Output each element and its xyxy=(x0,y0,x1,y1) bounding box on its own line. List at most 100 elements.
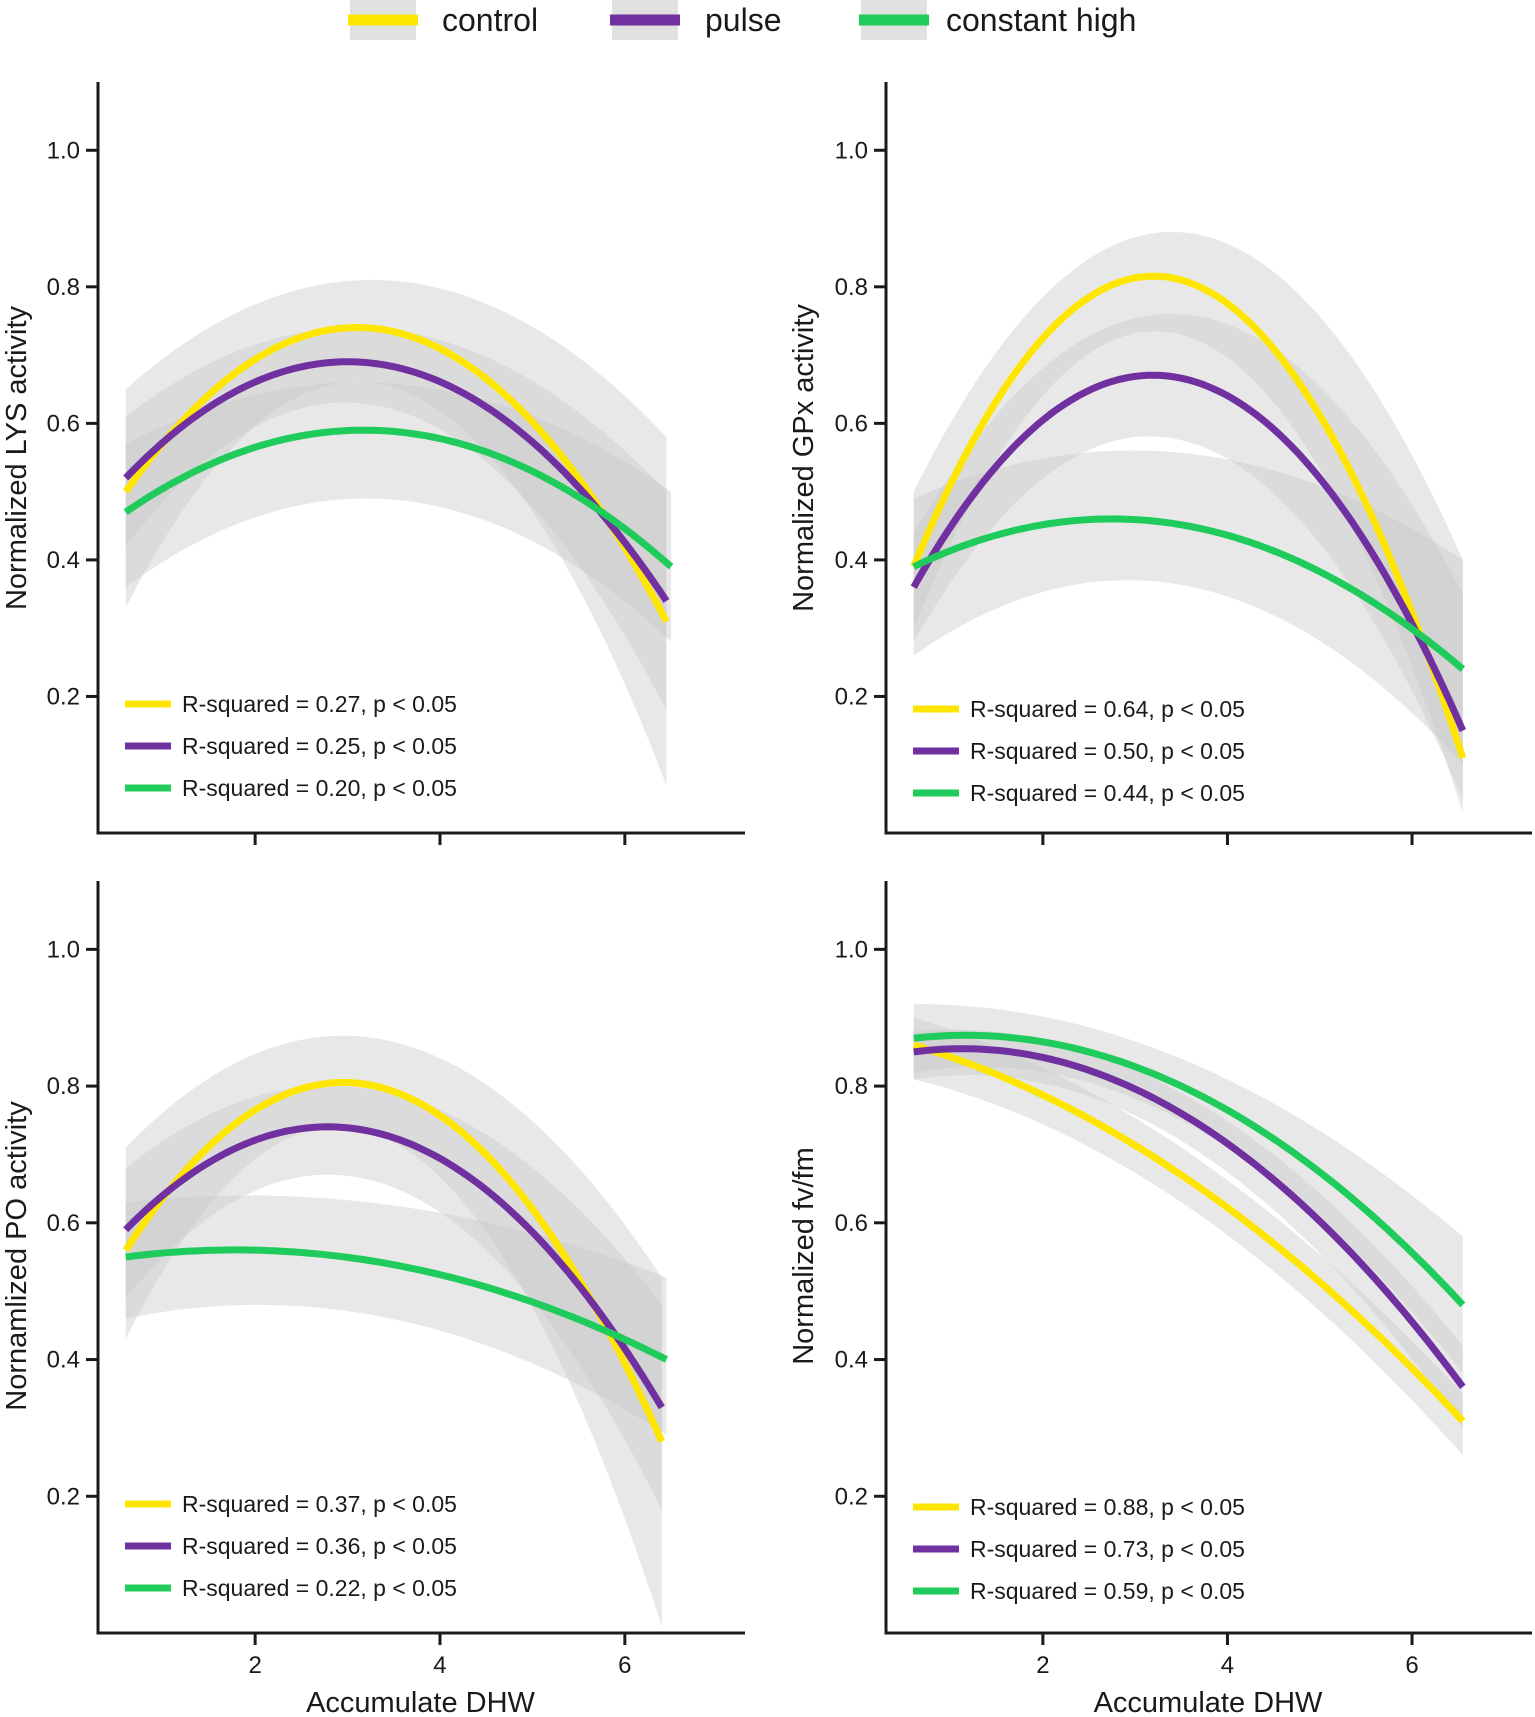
stat-text: R-squared = 0.27, p < 0.05 xyxy=(182,691,457,717)
legend-label: control xyxy=(442,2,538,38)
stat-text: R-squared = 0.36, p < 0.05 xyxy=(182,1533,457,1559)
y-tick-label: 0.2 xyxy=(47,683,80,710)
y-tick-label: 0.6 xyxy=(47,410,80,437)
fit-lines xyxy=(122,323,674,624)
stat-entry-control: R-squared = 0.64, p < 0.05 xyxy=(913,696,1245,722)
band-constant_high xyxy=(913,1004,1463,1374)
y-tick-label: 0.4 xyxy=(835,1347,868,1374)
band-control xyxy=(913,231,1463,813)
y-axis-title: Normalized GPx activity xyxy=(788,304,820,612)
legend-entry-constant_high: constant high xyxy=(859,0,1136,40)
axes: 0.2 0.4 0.6 0.8 1.0 2 4 6 Nornamlized PO activit… xyxy=(1,881,745,1717)
confidence-bands xyxy=(125,1035,667,1627)
y-tick-label: 1.0 xyxy=(835,936,868,963)
stat-text: R-squared = 0.20, p < 0.05 xyxy=(182,775,457,801)
top-legend: control pulse constant high xyxy=(348,0,1136,40)
y-tick-label: 0.8 xyxy=(835,274,868,301)
series-line-control xyxy=(912,1041,1466,1424)
y-axis-title: Nornamlized PO activity xyxy=(1,1101,33,1411)
x-tick-label: 6 xyxy=(1405,1652,1418,1679)
stat-text: R-squared = 0.73, p < 0.05 xyxy=(970,1536,1245,1562)
stat-text: R-squared = 0.37, p < 0.05 xyxy=(182,1491,457,1517)
stat-entry-constant_high: R-squared = 0.20, p < 0.05 xyxy=(125,775,457,801)
y-tick-label: 1.0 xyxy=(835,137,868,164)
stat-text: R-squared = 0.22, p < 0.05 xyxy=(182,1575,457,1601)
series-line-control xyxy=(122,1079,665,1444)
stats-legend: R-squared = 0.88, p < 0.05 R-squared = 0.… xyxy=(913,1494,1245,1604)
series-line-constant_high xyxy=(123,426,674,570)
stat-text: R-squared = 0.25, p < 0.05 xyxy=(182,733,457,759)
y-tick-label: 0.4 xyxy=(47,547,80,574)
stat-entry-pulse: R-squared = 0.25, p < 0.05 xyxy=(125,733,457,759)
panel-fvfm: 0.2 0.4 0.6 0.8 1.0 2 4 6 Normalized fv/fm Accumu… xyxy=(788,881,1532,1717)
x-tick-label: 4 xyxy=(433,1652,446,1679)
fit-lines xyxy=(122,1079,668,1444)
axes: 0.2 0.4 0.6 0.8 1.0 2 4 6 Normalized fv/fm Accumu… xyxy=(788,881,1532,1717)
series-line-pulse xyxy=(913,1045,1466,1389)
legend-label: pulse xyxy=(705,2,782,38)
confidence-bands xyxy=(913,1004,1463,1456)
x-axis-title: Accumulate DHW xyxy=(306,1687,535,1717)
axes: 0.2 0.4 0.6 0.8 1.0 Normalized LYS activity xyxy=(1,82,745,845)
stat-entry-control: R-squared = 0.27, p < 0.05 xyxy=(125,691,457,717)
stat-entry-pulse: R-squared = 0.73, p < 0.05 xyxy=(913,1536,1245,1562)
stat-entry-constant_high: R-squared = 0.44, p < 0.05 xyxy=(913,780,1245,806)
y-tick-label: 0.2 xyxy=(835,683,868,710)
y-tick-label: 0.4 xyxy=(835,547,868,574)
y-tick-label: 0.6 xyxy=(835,410,868,437)
series-line-constant_high xyxy=(912,515,1466,672)
stat-entry-pulse: R-squared = 0.50, p < 0.05 xyxy=(913,738,1245,764)
stat-entry-constant_high: R-squared = 0.22, p < 0.05 xyxy=(125,1575,457,1601)
series-line-control xyxy=(122,323,670,624)
y-tick-label: 0.8 xyxy=(47,274,80,301)
band-control xyxy=(913,1017,1463,1456)
stat-text: R-squared = 0.50, p < 0.05 xyxy=(970,738,1245,764)
y-tick-label: 1.0 xyxy=(47,137,80,164)
panel-po: 0.2 0.4 0.6 0.8 1.0 2 4 6 Nornamlized PO activit… xyxy=(1,881,745,1717)
stats-legend: R-squared = 0.27, p < 0.05 R-squared = 0.… xyxy=(125,691,457,801)
y-tick-label: 0.2 xyxy=(47,1483,80,1510)
series-line-constant_high xyxy=(125,1246,668,1363)
y-tick-label: 1.0 xyxy=(47,936,80,963)
band-control xyxy=(125,279,667,786)
series-line-constant_high xyxy=(913,1031,1466,1308)
fit-lines xyxy=(910,272,1467,759)
stat-text: R-squared = 0.64, p < 0.05 xyxy=(970,696,1245,722)
stats-legend: R-squared = 0.37, p < 0.05 R-squared = 0.… xyxy=(125,1491,457,1601)
y-tick-label: 0.2 xyxy=(835,1483,868,1510)
y-tick-label: 0.6 xyxy=(835,1210,868,1237)
band-control xyxy=(125,1035,662,1627)
band-pulse xyxy=(125,1085,662,1510)
series-line-pulse xyxy=(123,1123,665,1410)
y-tick-label: 0.6 xyxy=(47,1210,80,1237)
x-tick-label: 6 xyxy=(618,1652,631,1679)
x-tick-label: 2 xyxy=(1036,1652,1049,1679)
stat-text: R-squared = 0.88, p < 0.05 xyxy=(970,1494,1245,1520)
stat-text: R-squared = 0.59, p < 0.05 xyxy=(970,1578,1245,1604)
legend-entry-control: control xyxy=(348,0,538,40)
y-tick-label: 0.4 xyxy=(47,1347,80,1374)
series-line-pulse xyxy=(123,358,670,603)
x-axis-title: Accumulate DHW xyxy=(1094,1687,1323,1717)
stats-legend: R-squared = 0.64, p < 0.05 R-squared = 0.… xyxy=(913,696,1245,806)
confidence-bands xyxy=(913,231,1463,813)
fit-lines xyxy=(912,1031,1466,1424)
x-tick-label: 4 xyxy=(1221,1652,1234,1679)
y-tick-label: 0.8 xyxy=(47,1073,80,1100)
stat-entry-constant_high: R-squared = 0.59, p < 0.05 xyxy=(913,1578,1245,1604)
band-pulse xyxy=(913,1029,1463,1428)
legend-label: constant high xyxy=(946,2,1136,38)
x-tick-label: 2 xyxy=(248,1652,261,1679)
series-line-control xyxy=(910,272,1467,759)
stat-text: R-squared = 0.44, p < 0.05 xyxy=(970,780,1245,806)
band-constant_high xyxy=(913,450,1463,765)
band-constant_high xyxy=(125,1195,667,1435)
band-pulse xyxy=(913,313,1463,799)
stat-entry-pulse: R-squared = 0.36, p < 0.05 xyxy=(125,1533,457,1559)
series-line-pulse xyxy=(910,371,1467,733)
panel-gpx: 0.2 0.4 0.6 0.8 1.0 Normalized GPx activity R-… xyxy=(788,82,1532,845)
y-tick-label: 0.8 xyxy=(835,1073,868,1100)
legend-entry-pulse: pulse xyxy=(610,0,782,40)
stat-entry-control: R-squared = 0.88, p < 0.05 xyxy=(913,1494,1245,1520)
